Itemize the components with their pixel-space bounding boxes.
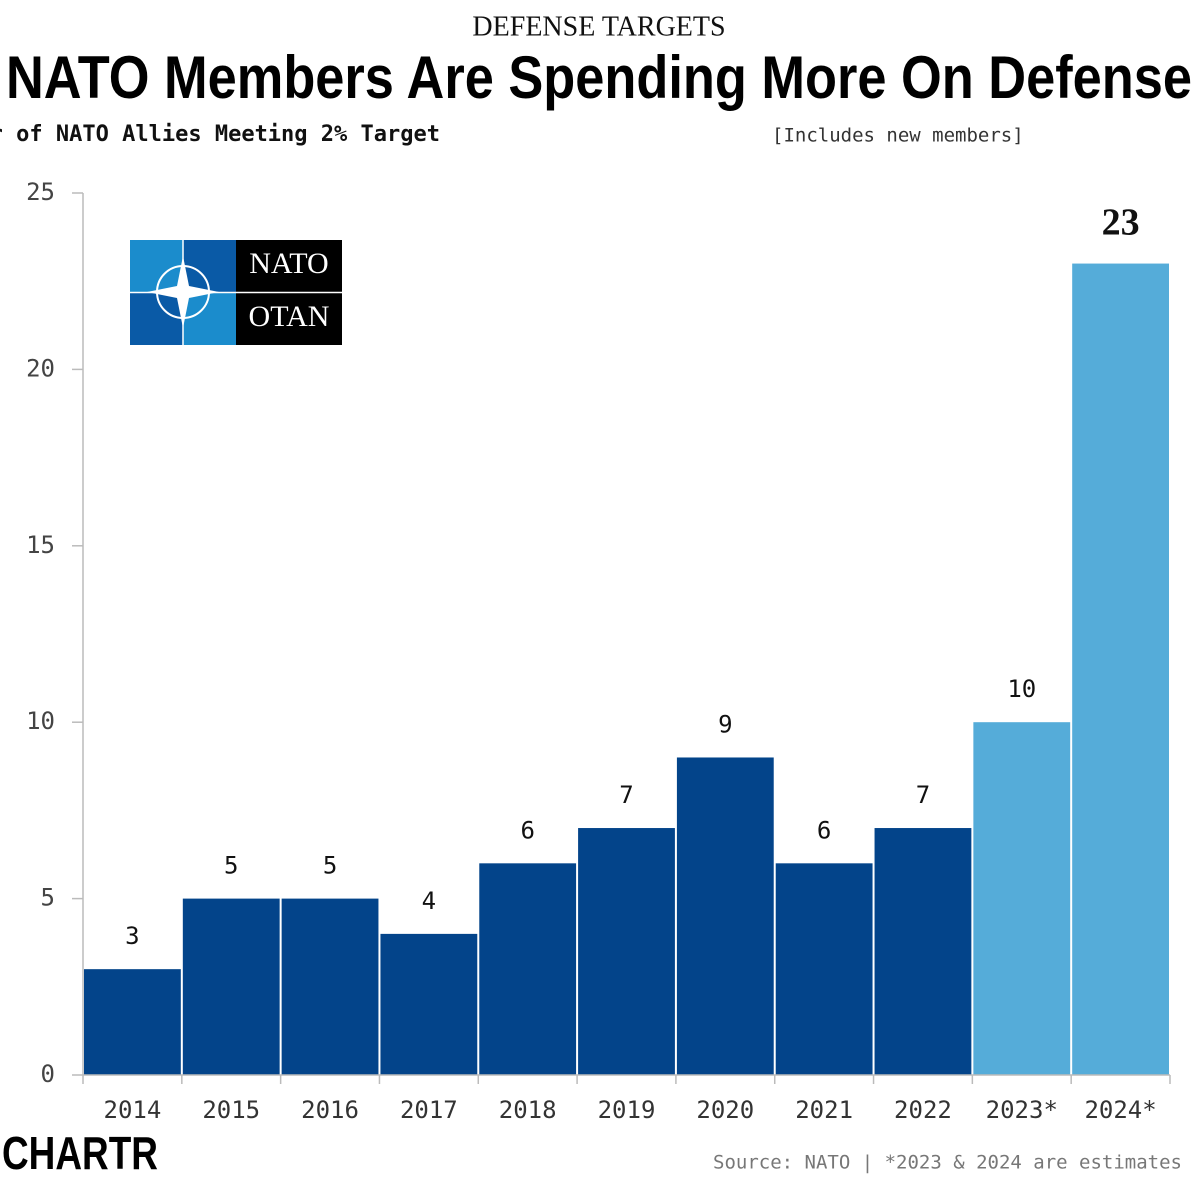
data-label: 23 (1102, 201, 1140, 243)
kicker: DEFENSE TARGETS (472, 11, 725, 42)
y-tick-label: 5 (41, 884, 55, 912)
x-tick-label: 2019 (598, 1096, 656, 1124)
x-tick-label: 2021 (795, 1096, 853, 1124)
y-tick-label: 25 (26, 178, 55, 206)
bar (182, 898, 280, 1075)
logo-text: OTAN (249, 300, 330, 333)
data-label: 10 (1007, 675, 1036, 703)
bar (973, 722, 1071, 1075)
logo-blue-dark (183, 240, 236, 292)
x-tick-label: 2015 (202, 1096, 260, 1124)
logo-blue-dark (130, 292, 183, 345)
y-tick-label: 20 (26, 354, 55, 382)
x-tick-label: 2016 (301, 1096, 359, 1124)
data-label: 3 (125, 922, 139, 950)
bar (775, 863, 873, 1075)
bar (84, 969, 181, 1075)
data-label: 6 (520, 816, 534, 844)
data-label: 6 (817, 816, 831, 844)
data-label: 5 (224, 852, 238, 880)
bar (676, 757, 774, 1075)
chart-subtitle: Number of NATO Allies Meeting 2% Target (0, 122, 440, 147)
data-label: 7 (619, 781, 633, 809)
bar (281, 898, 379, 1075)
bar (578, 828, 675, 1075)
data-label: 5 (323, 852, 337, 880)
y-tick-label: 15 (26, 531, 55, 559)
data-label: 4 (422, 887, 436, 915)
bar (380, 933, 478, 1075)
logo: NATO OTAN (130, 240, 342, 345)
bar (479, 863, 577, 1075)
x-tick-label: 2014 (104, 1096, 162, 1124)
x-tick-label: 2017 (400, 1096, 458, 1124)
x-tick-label: 2018 (499, 1096, 557, 1124)
logo-star (147, 256, 219, 328)
logo-text: NATO (249, 247, 328, 280)
y-tick-label: 0 (41, 1060, 55, 1088)
y-tick-label: 10 (26, 707, 55, 735)
data-label: 9 (718, 710, 732, 738)
x-tick-label: 2023* (986, 1096, 1058, 1124)
brand: CHARTR (2, 1127, 158, 1179)
x-tick-label: 2020 (696, 1096, 754, 1124)
source: Source: NATO | *2023 & 2024 are estimate… (713, 1152, 1182, 1174)
bar (1072, 263, 1169, 1075)
chart-title: NATO Members Are Spending More On Defens… (6, 44, 1192, 111)
x-tick-label: 2022 (894, 1096, 952, 1124)
data-label: 7 (916, 781, 930, 809)
bar (874, 828, 972, 1075)
subtitle-note: [Includes new members] (772, 125, 1024, 147)
x-tick-label: 2024* (1084, 1096, 1156, 1124)
